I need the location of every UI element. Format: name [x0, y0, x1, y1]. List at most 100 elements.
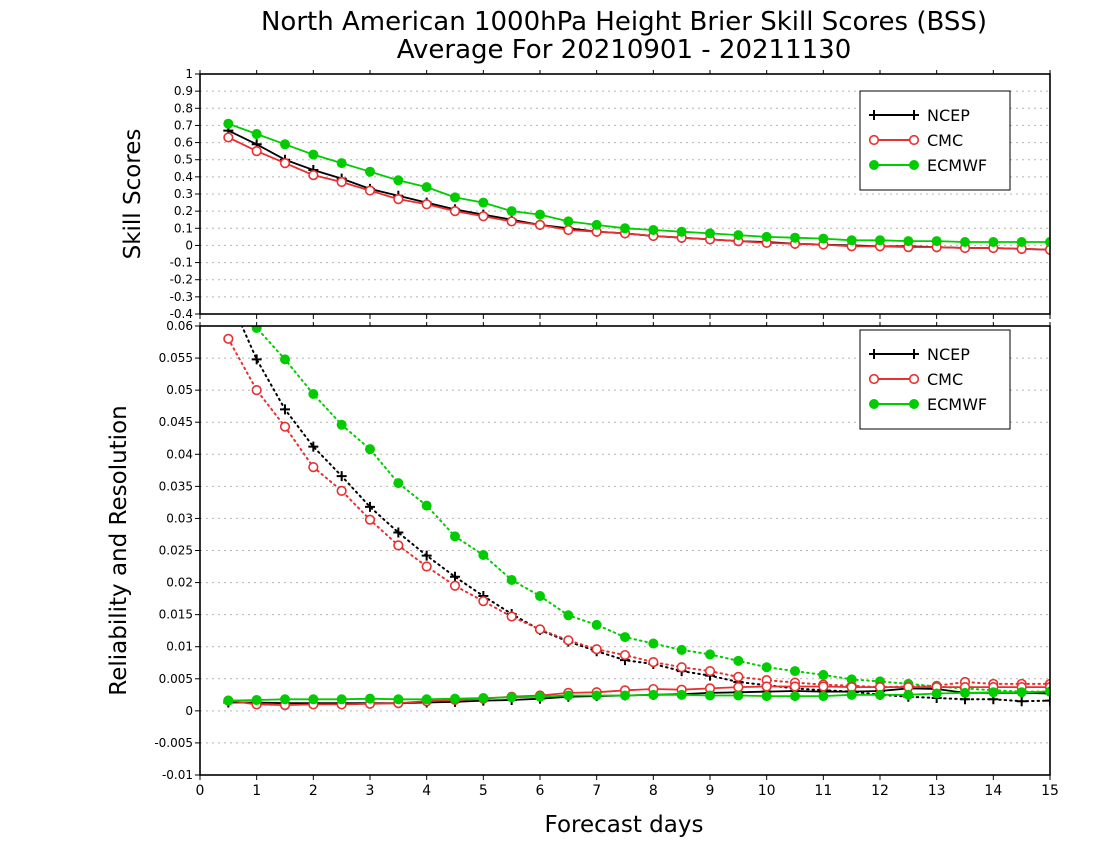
y-tick-label: 0.1 — [174, 221, 193, 235]
y-tick-label: 0 — [185, 238, 193, 252]
data-point-ncep — [280, 404, 290, 415]
data-point-ecmwf — [818, 691, 829, 702]
y-axis-title: Skill Scores — [120, 129, 146, 260]
data-point-ncep — [308, 441, 319, 452]
legend-marker-plus-icon — [869, 110, 879, 120]
y-tick-label: 0.2 — [174, 204, 193, 218]
y-tick-label: 0.9 — [174, 84, 193, 98]
x-tick-label: 6 — [536, 783, 545, 799]
y-tick-label: 0.4 — [174, 170, 193, 184]
data-point-ecmwf — [620, 223, 630, 234]
data-point-ecmwf — [251, 326, 262, 333]
x-tick-label: 1 — [252, 783, 261, 799]
data-point-cmc — [619, 649, 631, 661]
data-point-ecmwf — [960, 687, 970, 698]
x-tick-label: 4 — [422, 783, 431, 799]
data-point-ecmwf — [733, 655, 744, 666]
y-tick-label: 0.3 — [174, 187, 193, 201]
data-point-ecmwf — [1016, 237, 1027, 247]
data-point-ecmwf — [280, 694, 290, 705]
y-tick-label: 0.02 — [166, 576, 193, 590]
data-point-ecmwf — [365, 444, 375, 455]
legend-marker-open-circle-icon — [908, 373, 920, 385]
y-tick-label: 0.025 — [159, 544, 193, 558]
data-point-ecmwf — [308, 694, 319, 705]
data-point-ecmwf — [450, 531, 460, 542]
y-tick-label: 0.03 — [166, 511, 193, 525]
plot-area — [223, 118, 1050, 255]
data-point-ecmwf — [903, 689, 914, 700]
y-tick-label: 0.06 — [166, 319, 193, 333]
data-point-ncep — [336, 471, 347, 482]
data-point-cmc — [704, 665, 716, 677]
data-point-ecmwf — [790, 666, 800, 677]
y-tick-label: -0.3 — [170, 290, 193, 304]
x-tick-label: 13 — [928, 783, 946, 799]
data-point-cmc — [534, 624, 546, 635]
y-tick-label: 0 — [185, 704, 193, 718]
data-point-ecmwf — [563, 690, 574, 701]
x-tick-label: 11 — [814, 783, 832, 799]
data-point-cmc — [279, 421, 291, 432]
data-point-ecmwf — [648, 689, 659, 700]
y-tick-label: 0.5 — [174, 153, 193, 167]
data-point-ecmwf — [450, 192, 460, 203]
data-point-ecmwf — [478, 693, 489, 704]
data-point-ncep — [251, 354, 262, 365]
data-point-ncep — [393, 527, 404, 538]
data-point-cmc — [421, 199, 432, 210]
data-point-cmc — [364, 185, 376, 196]
data-point-cmc — [336, 485, 347, 496]
data-point-ecmwf — [336, 419, 347, 430]
data-point-ecmwf — [988, 687, 999, 698]
data-point-cmc — [534, 219, 546, 230]
plot-frame — [199, 325, 1051, 776]
data-point-ecmwf — [620, 632, 630, 643]
data-point-ecmwf — [733, 230, 744, 241]
x-tick-label: 12 — [871, 783, 889, 799]
data-point-ecmwf — [251, 129, 262, 139]
data-point-ecmwf — [761, 691, 772, 702]
data-point-ecmwf — [790, 232, 800, 243]
data-point-cmc — [251, 146, 262, 157]
data-point-cmc — [393, 194, 404, 205]
data-point-ecmwf — [988, 237, 999, 247]
data-point-ecmwf — [223, 118, 234, 129]
data-point-ecmwf — [1045, 237, 1050, 247]
data-point-ecmwf — [705, 690, 715, 701]
series-line-ecmwf — [227, 690, 1050, 702]
data-point-ecmwf — [818, 233, 829, 244]
data-point-ecmwf — [478, 549, 489, 560]
chart-subtitle: Average For 20210901 - 20211130 — [397, 35, 852, 65]
data-point-ncep — [365, 501, 375, 512]
y-tick-label: 0.7 — [174, 118, 193, 132]
legend-marker-filled-circle-icon — [909, 160, 919, 170]
data-point-ecmwf — [535, 591, 545, 602]
y-tick-label: 0.6 — [174, 136, 193, 150]
data-point-ecmwf — [705, 649, 715, 660]
data-point-ecmwf — [790, 691, 800, 702]
x-tick-label: 14 — [984, 783, 1002, 799]
x-tick-label: 8 — [649, 783, 658, 799]
data-point-cmc — [563, 635, 574, 646]
data-point-ecmwf — [846, 689, 857, 700]
data-point-cmc — [733, 682, 744, 693]
legend-marker-open-circle-icon — [908, 134, 920, 146]
legend-marker-filled-circle-icon — [909, 399, 919, 409]
data-point-ecmwf — [251, 694, 262, 705]
legend-marker-filled-circle-icon — [869, 160, 879, 170]
data-point-cmc — [279, 158, 291, 169]
y-tick-label: 0.005 — [159, 672, 193, 686]
y-tick-label: -0.01 — [162, 768, 193, 782]
plot-frame — [199, 73, 1051, 315]
data-point-cmc — [251, 385, 262, 396]
data-point-ecmwf — [846, 674, 857, 685]
data-point-ecmwf — [591, 619, 602, 630]
data-point-cmc — [761, 681, 772, 692]
data-point-ecmwf — [648, 638, 659, 649]
reliability-resolution-panel: 0.060.0550.050.0450.040.0350.030.0250.02… — [106, 319, 1059, 838]
data-point-ncep — [1045, 695, 1050, 706]
data-point-ecmwf — [308, 149, 319, 160]
y-tick-label: 0.8 — [174, 101, 193, 115]
